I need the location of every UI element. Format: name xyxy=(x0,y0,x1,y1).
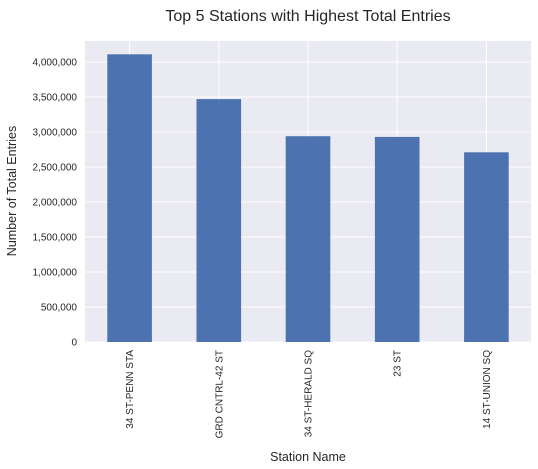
y-tick-label: 4,000,000 xyxy=(33,58,78,69)
y-tick-label: 1,500,000 xyxy=(33,233,78,244)
y-axis-ticks: 0 500,000 1,000,000 1,500,000 2,000,000 2,500… xyxy=(33,58,78,349)
x-tick-label: GRD CNTRL-42 ST xyxy=(214,350,225,438)
y-tick-label: 2,500,000 xyxy=(33,163,78,174)
bar xyxy=(374,136,420,342)
y-tick-label: 2,000,000 xyxy=(33,198,78,209)
bar xyxy=(196,99,242,342)
y-tick-label: 500,000 xyxy=(41,303,78,314)
x-tick-label: 14 ST-UNION SQ xyxy=(482,350,493,429)
x-axis-title: Station Name xyxy=(270,450,346,464)
x-axis-ticks: 34 ST-PENN STA GRD CNTRL-42 ST 34 ST-HERAL… xyxy=(125,350,493,439)
chart-title: Top 5 Stations with Highest Total Entrie… xyxy=(165,8,450,25)
bar xyxy=(107,54,152,343)
x-tick-label: 23 ST xyxy=(393,350,404,377)
y-tick-label: 3,500,000 xyxy=(33,93,78,104)
bars xyxy=(107,54,509,343)
y-tick-label: 0 xyxy=(71,338,77,349)
y-tick-label: 1,000,000 xyxy=(33,268,78,279)
x-tick-label: 34 ST-HERALD SQ xyxy=(304,350,315,437)
bar xyxy=(464,152,509,342)
y-tick-label: 3,000,000 xyxy=(33,128,78,139)
y-axis-title: Number of Total Entries xyxy=(5,126,19,256)
bar xyxy=(285,136,331,342)
x-tick-label: 34 ST-PENN STA xyxy=(125,350,136,429)
